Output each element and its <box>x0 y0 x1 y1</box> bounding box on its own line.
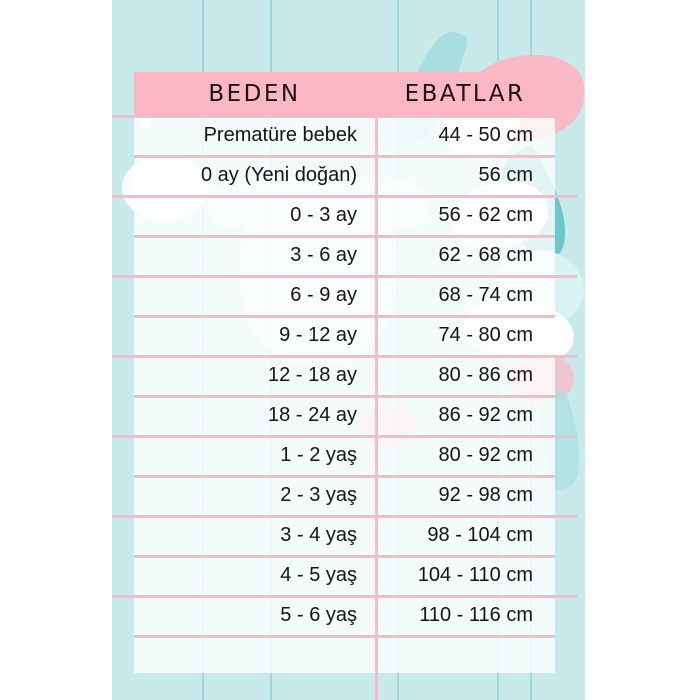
row-separator <box>134 475 555 478</box>
size-table: BEDEN EBATLAR Prematüre bebek 44 - 50 cm 0… <box>112 72 577 700</box>
cell-dimensions: 80 - 86 cm <box>438 363 533 386</box>
table-row: 5 - 6 yaş 110 - 116 cm <box>134 595 555 635</box>
cell-dimensions: 56 cm <box>478 163 533 186</box>
row-separator <box>112 115 577 118</box>
table-row: 2 - 3 yaş 92 - 98 cm <box>134 475 555 515</box>
cell-size: 12 - 18 ay <box>268 363 357 386</box>
column-divider <box>375 115 378 700</box>
table-header-row: BEDEN EBATLAR <box>134 72 555 115</box>
table-row: 3 - 4 yaş 98 - 104 cm <box>134 515 555 555</box>
row-separator <box>112 275 577 278</box>
cell-size: 1 - 2 yaş <box>280 443 357 466</box>
cell-size: 9 - 12 ay <box>279 323 357 346</box>
table-body: Prematüre bebek 44 - 50 cm 0 ay (Yeni doğa… <box>112 115 577 673</box>
cell-dimensions: 98 - 104 cm <box>427 523 533 546</box>
cell-size: 2 - 3 yaş <box>280 483 357 506</box>
row-separator <box>112 435 577 438</box>
row-separator <box>134 315 555 318</box>
row-separator <box>112 355 577 358</box>
cell-dimensions: 56 - 62 cm <box>438 203 533 226</box>
cell-size: Prematüre bebek <box>203 123 357 146</box>
cell-dimensions: 68 - 74 cm <box>438 283 533 306</box>
table-row: 0 - 3 ay 56 - 62 cm <box>134 195 555 235</box>
row-separator <box>112 595 577 598</box>
table-row: 18 - 24 ay 86 - 92 cm <box>134 395 555 435</box>
table-row: 1 - 2 yaş 80 - 92 cm <box>134 435 555 475</box>
row-separator <box>134 395 555 398</box>
table-row: Prematüre bebek 44 - 50 cm <box>134 115 555 155</box>
table-row: 3 - 6 ay 62 - 68 cm <box>134 235 555 275</box>
table-row: 6 - 9 ay 68 - 74 cm <box>134 275 555 315</box>
table-row: 12 - 18 ay 80 - 86 cm <box>134 355 555 395</box>
column-header-dimensions: EBATLAR <box>404 80 526 107</box>
cell-dimensions: 80 - 92 cm <box>438 443 533 466</box>
cell-size: 4 - 5 yaş <box>280 563 357 586</box>
cell-size: 3 - 6 ay <box>290 243 357 266</box>
cell-dimensions: 44 - 50 cm <box>438 123 533 146</box>
column-header-size: BEDEN <box>208 80 301 107</box>
cell-dimensions: 110 - 116 cm <box>419 603 533 626</box>
cell-size: 18 - 24 ay <box>268 403 357 426</box>
table-row: 0 ay (Yeni doğan) 56 cm <box>134 155 555 195</box>
table-footer-spacer <box>134 635 555 673</box>
cell-size: 5 - 6 yaş <box>280 603 357 626</box>
cell-size: 3 - 4 yaş <box>280 523 357 546</box>
cell-size: 6 - 9 ay <box>290 283 357 306</box>
row-separator <box>134 235 555 238</box>
cell-dimensions: 74 - 80 cm <box>438 323 533 346</box>
table-row: 4 - 5 yaş 104 - 110 cm <box>134 555 555 595</box>
row-separator <box>134 555 555 558</box>
cell-size: 0 - 3 ay <box>290 203 357 226</box>
row-separator <box>112 195 577 198</box>
row-separator <box>112 515 577 518</box>
cell-dimensions: 104 - 110 cm <box>417 563 533 586</box>
row-separator <box>134 635 555 638</box>
cell-size: 0 ay (Yeni doğan) <box>200 163 357 186</box>
cell-dimensions: 92 - 98 cm <box>438 483 533 506</box>
cell-dimensions: 86 - 92 cm <box>438 403 533 426</box>
cell-dimensions: 62 - 68 cm <box>438 243 533 266</box>
row-separator <box>134 155 555 158</box>
table-row: 9 - 12 ay 74 - 80 cm <box>134 315 555 355</box>
